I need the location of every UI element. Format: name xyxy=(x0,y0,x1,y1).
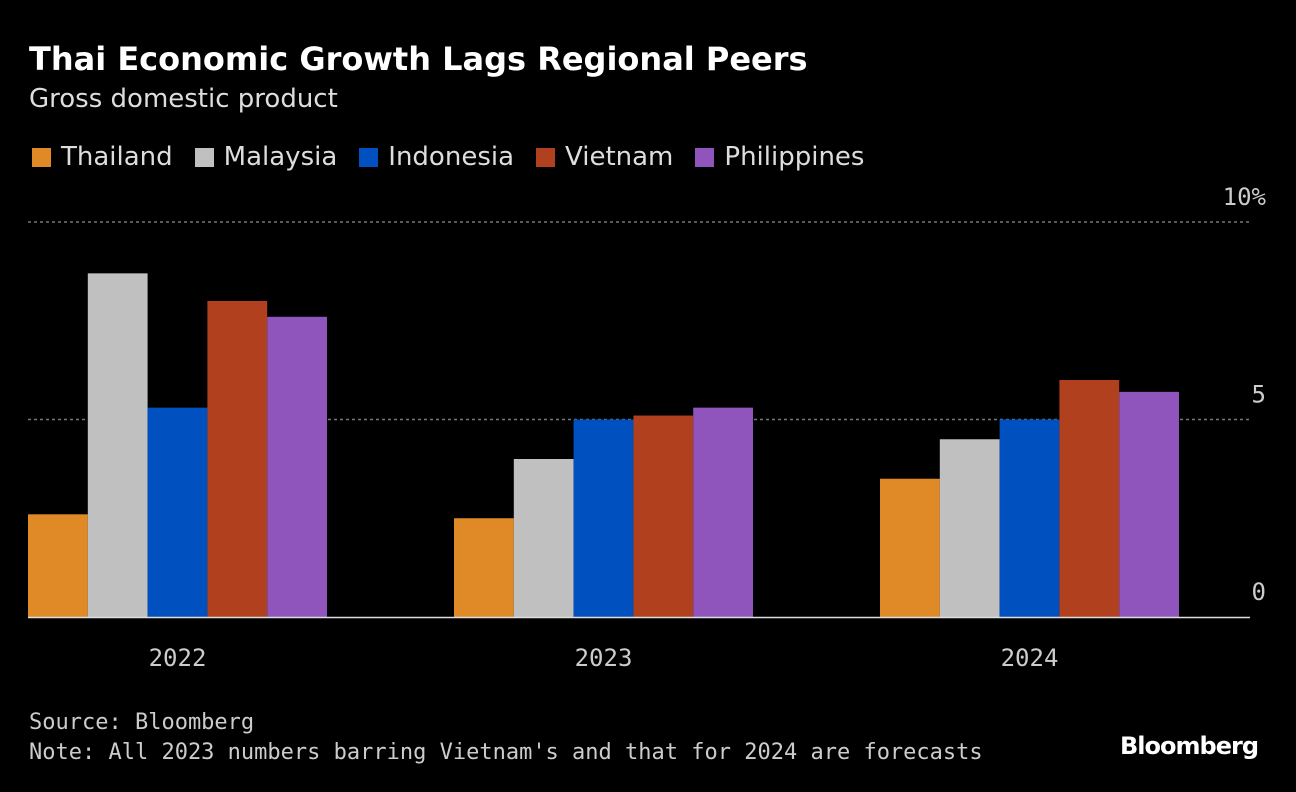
y-tick-label: 5 xyxy=(1252,381,1266,409)
legend-label: Indonesia xyxy=(388,142,515,172)
chart-title: Thai Economic Growth Lags Regional Peers xyxy=(29,40,808,78)
x-tick-label: 2022 xyxy=(149,644,207,672)
y-tick-label: 0 xyxy=(1252,578,1266,606)
bar-philippines-2024 xyxy=(1119,391,1179,617)
note-text: Note: All 2023 numbers barring Vietnam's… xyxy=(29,740,983,765)
footer: Source: Bloomberg Note: All 2023 numbers… xyxy=(29,708,983,768)
legend-label: Thailand xyxy=(61,142,173,172)
legend-item: Thailand xyxy=(32,142,173,172)
legend-swatch xyxy=(194,147,214,167)
bar-thailand-2024 xyxy=(880,478,940,617)
legend-label: Philippines xyxy=(724,142,865,172)
bar-indonesia-2022 xyxy=(147,407,208,617)
bar-thailand-2022 xyxy=(28,514,88,617)
bar-malaysia-2022 xyxy=(87,273,148,617)
legend: Thailand Malaysia Indonesia Vietnam Philippi… xyxy=(32,142,886,172)
legend-swatch xyxy=(695,147,715,167)
bar-philippines-2023 xyxy=(693,407,753,617)
bar-malaysia-2024 xyxy=(939,439,1000,617)
bar-vietnam-2023 xyxy=(633,415,694,617)
legend-item: Philippines xyxy=(695,142,864,172)
x-tick-label: 2023 xyxy=(575,644,633,672)
legend-item: Malaysia xyxy=(194,142,338,172)
legend-item: Indonesia xyxy=(359,142,514,172)
legend-label: Malaysia xyxy=(223,142,338,172)
bar-indonesia-2024 xyxy=(999,419,1060,617)
bar-indonesia-2023 xyxy=(573,419,634,617)
legend-swatch xyxy=(536,147,556,167)
legend-swatch xyxy=(359,147,379,167)
x-tick-label: 2024 xyxy=(1001,644,1059,672)
bar-vietnam-2022 xyxy=(207,301,268,617)
bar-philippines-2022 xyxy=(267,316,327,617)
bloomberg-logo: Bloomberg xyxy=(1120,732,1259,760)
bar-malaysia-2023 xyxy=(513,459,574,617)
legend-item: Vietnam xyxy=(536,142,673,172)
legend-swatch xyxy=(32,147,51,167)
source-text: Source: Bloomberg xyxy=(29,710,255,735)
y-tick-label: 10% xyxy=(1223,183,1267,211)
chart-subtitle: Gross domestic product xyxy=(29,84,338,114)
bar-vietnam-2024 xyxy=(1059,380,1120,617)
legend-label: Vietnam xyxy=(565,142,674,172)
bar-thailand-2023 xyxy=(454,518,514,617)
